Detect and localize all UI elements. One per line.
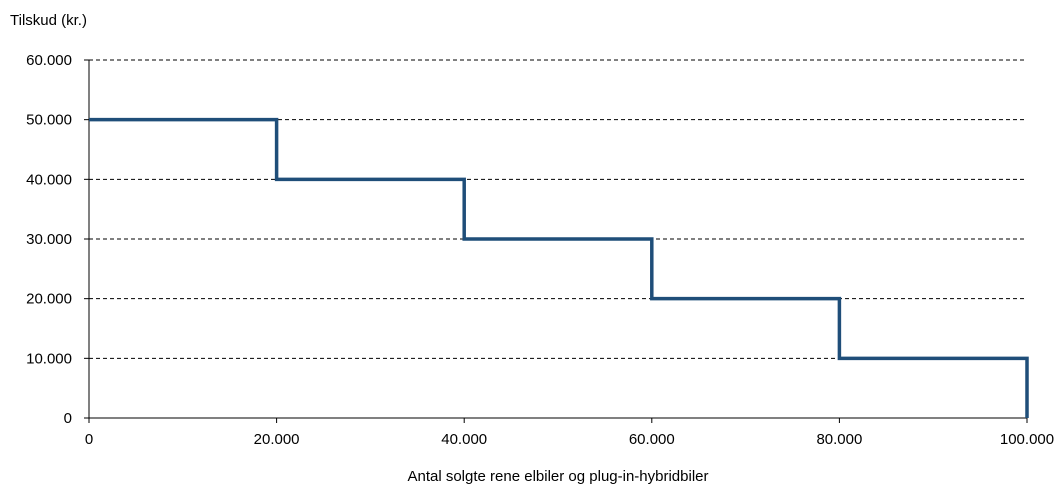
x-tick-labels: 0 20.000 40.000 60.000 80.000 100.000 [85,418,1054,448]
y-tick-label: 60.000 [26,52,72,69]
y-tick-label: 0 [64,410,72,427]
y-tick-label: 50.000 [26,112,72,129]
gridlines [89,59,1027,359]
x-tick-label: 40.000 [441,431,487,448]
x-tick-label: 20.000 [254,431,300,448]
x-tick-label: 100.000 [1000,431,1054,448]
series-line [89,117,1029,418]
y-axis-title: Tilskud (kr.) [10,12,87,29]
x-tick-label: 60.000 [629,431,675,448]
x-axis-title: Antal solgte rene elbiler og plug-in-hyb… [407,468,708,485]
y-tick-label: 30.000 [26,231,72,248]
x-tick-label: 0 [85,431,93,448]
x-tick-label: 80.000 [816,431,862,448]
y-tick-label: 20.000 [26,291,72,308]
y-tick-labels: 0 10.000 20.000 30.000 40.000 50.000 60.000 [26,52,89,427]
y-tick-label: 10.000 [26,350,72,367]
y-tick-label: 40.000 [26,171,72,188]
